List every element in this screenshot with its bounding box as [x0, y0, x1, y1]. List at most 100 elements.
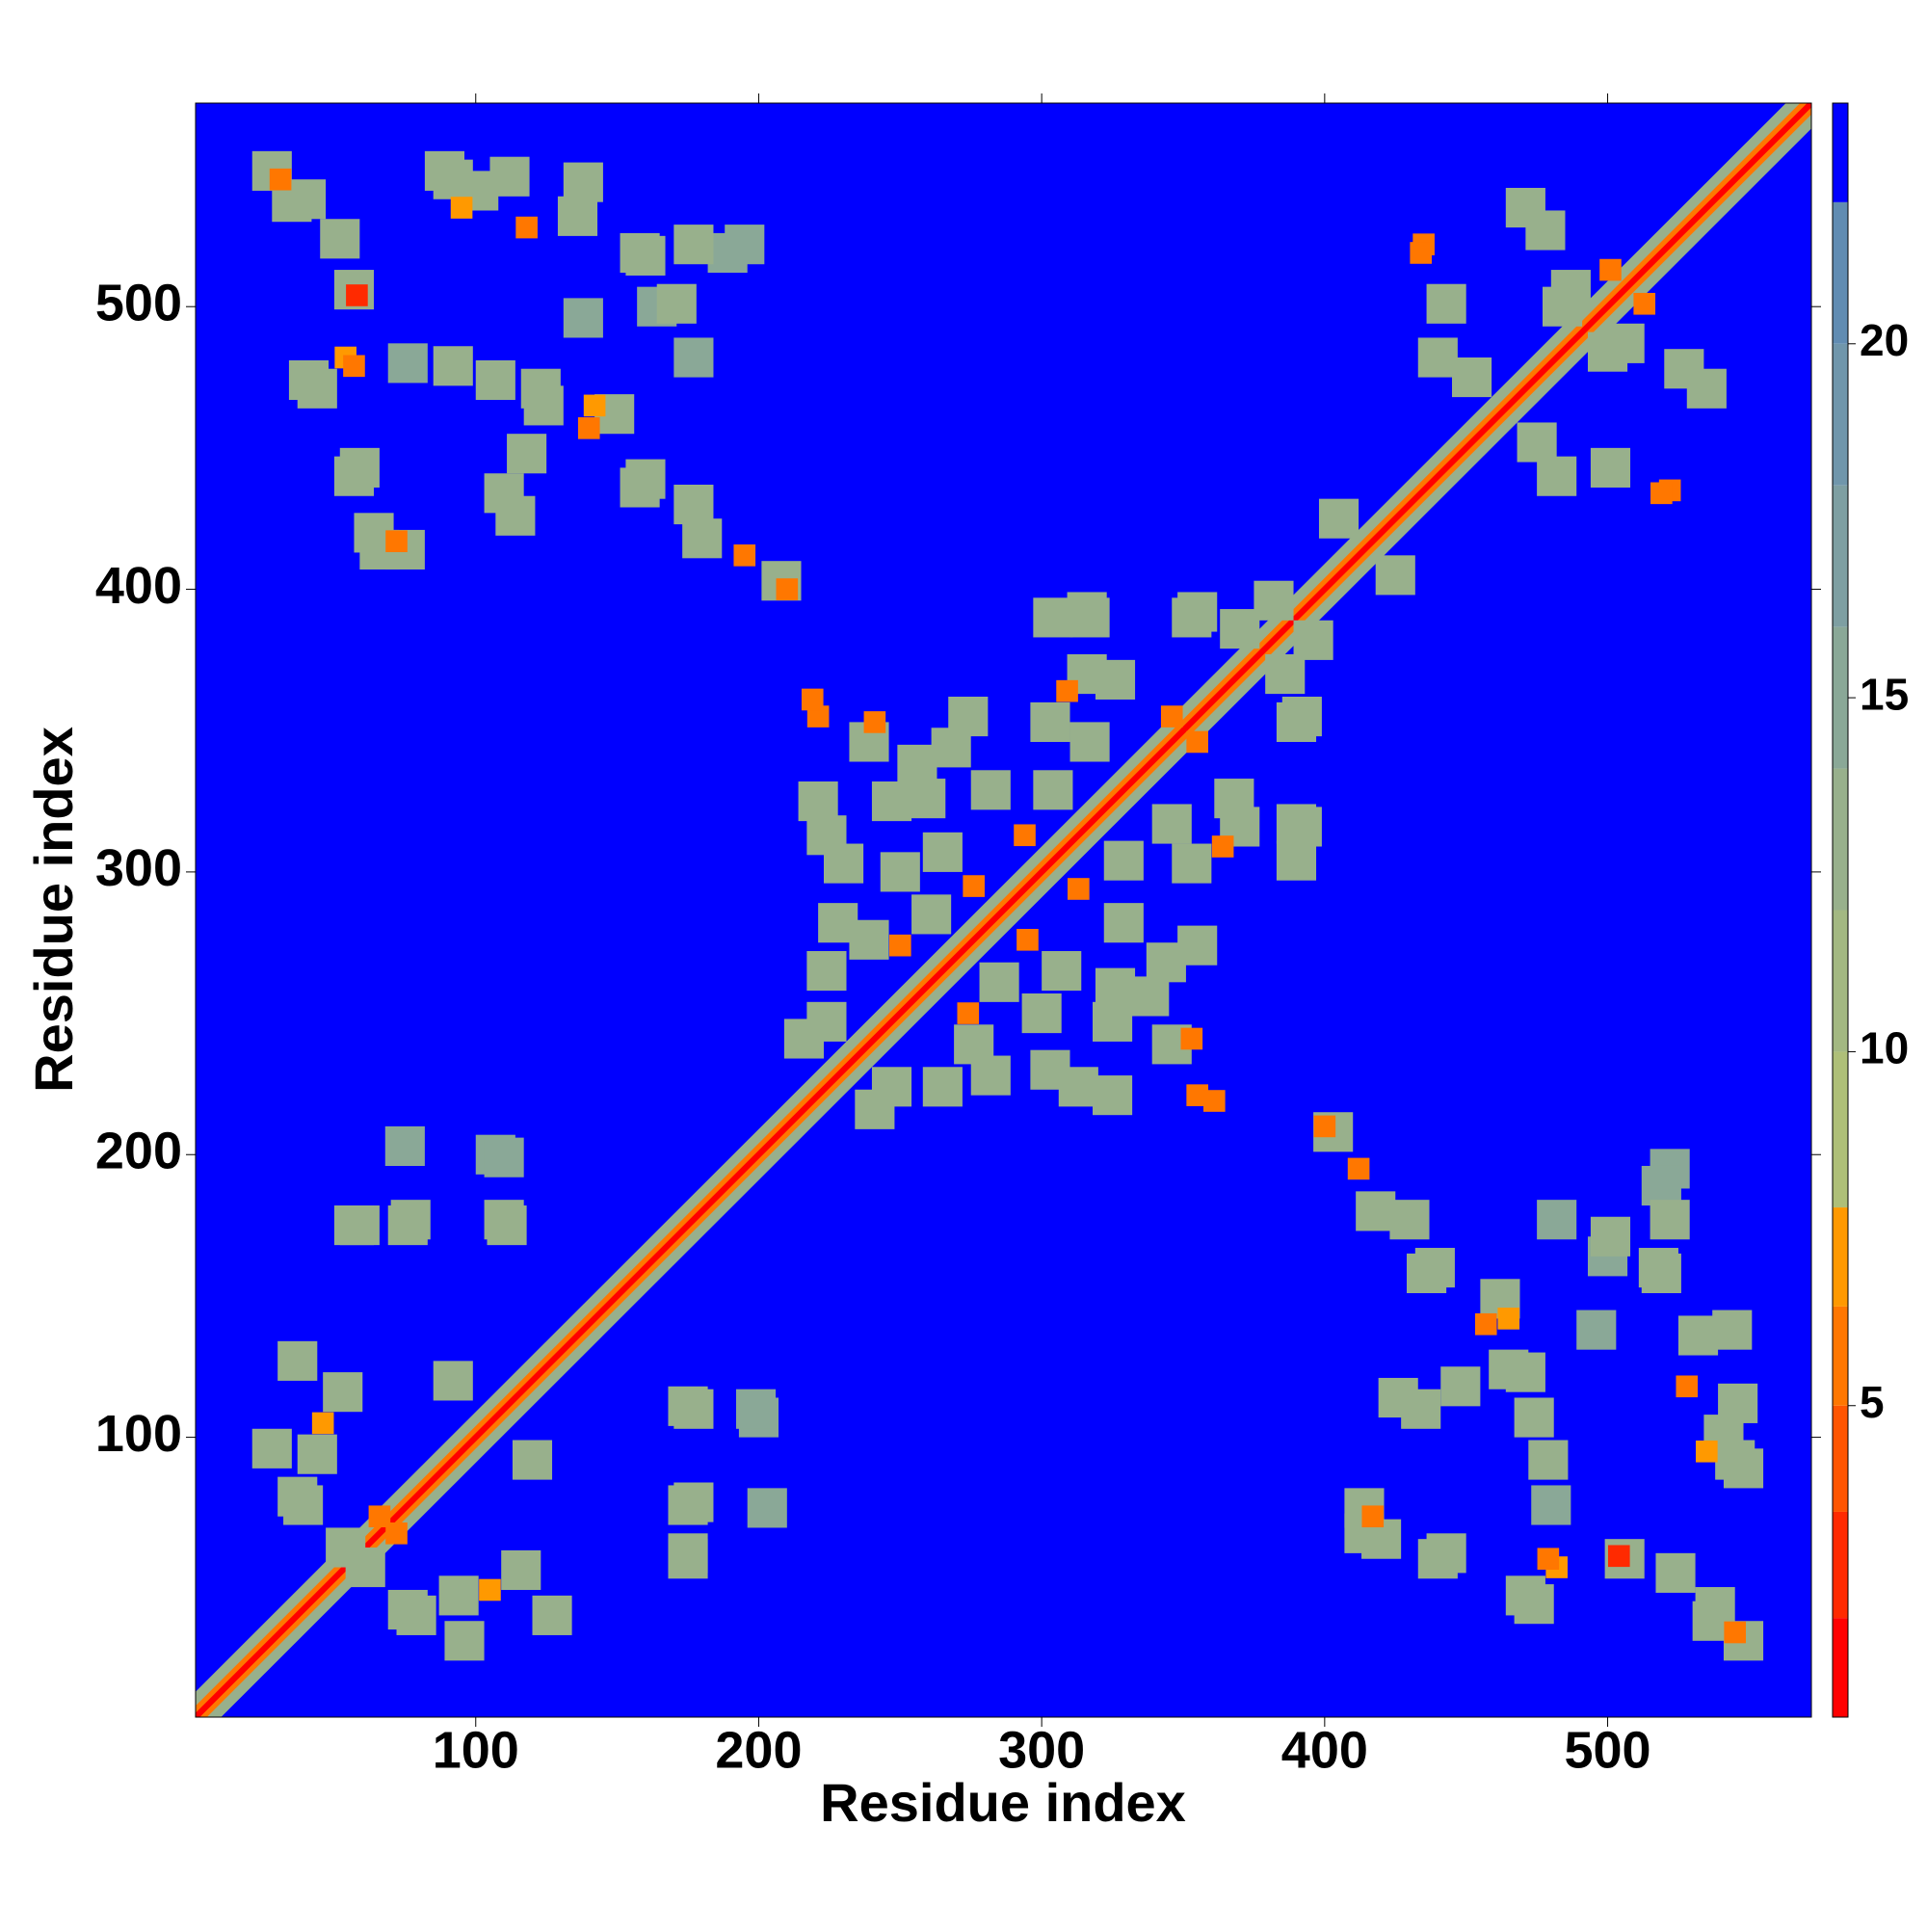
contact-cell — [1033, 597, 1073, 638]
contact-cell — [512, 1440, 553, 1480]
contact-cell — [806, 705, 830, 728]
contact-cell — [1067, 592, 1107, 632]
contact-cell — [1576, 1310, 1617, 1350]
contact-cell — [251, 1428, 292, 1469]
contact-cell — [1093, 1075, 1133, 1116]
contact-cell — [1254, 580, 1294, 621]
contact-cell — [1361, 1505, 1385, 1528]
contact-cell — [1151, 804, 1192, 844]
y-tick-label: 100 — [95, 1405, 182, 1463]
colorbar-tick-label: 15 — [1860, 669, 1909, 719]
contact-cell — [1160, 705, 1183, 728]
contact-cell — [897, 744, 937, 784]
contact-cell — [818, 903, 858, 943]
contact-cell — [1664, 349, 1704, 389]
contact-cell — [384, 1125, 425, 1167]
contact-cell — [1103, 840, 1144, 881]
contact-cell — [922, 1067, 963, 1107]
contact-cell — [433, 346, 473, 386]
contact-cell — [297, 368, 337, 409]
contact-cell — [1724, 1621, 1747, 1644]
contact-cell — [1016, 928, 1039, 951]
contact-cell — [1531, 1485, 1571, 1525]
contact-cell — [1347, 1157, 1370, 1180]
contact-cell — [1650, 1200, 1690, 1240]
contact-cell — [563, 298, 603, 338]
contact-cell — [487, 1205, 527, 1246]
contact-cell — [390, 1200, 431, 1240]
contact-cell — [801, 688, 824, 711]
contact-cell — [277, 1340, 318, 1381]
contact-cell — [479, 1578, 501, 1601]
heatmap-cells — [196, 103, 1811, 1717]
contact-cell — [922, 832, 963, 872]
contact-cell — [806, 815, 847, 856]
contact-cell — [1220, 609, 1260, 649]
contact-cell — [1599, 258, 1622, 281]
contact-cell — [880, 852, 920, 892]
contact-cell — [1452, 357, 1492, 398]
contact-cell — [673, 225, 714, 265]
contact-cell — [1313, 1115, 1336, 1138]
contact-cell — [1293, 620, 1333, 660]
contact-cell — [507, 434, 547, 474]
colorbar-segment — [1833, 343, 1848, 486]
contact-cell — [957, 1002, 980, 1024]
contact-cell — [385, 530, 408, 552]
x-tick-label: 400 — [1281, 1721, 1368, 1779]
contact-cell — [1202, 1090, 1226, 1112]
contact-cell — [1641, 1253, 1681, 1294]
contact-cell — [1537, 456, 1577, 496]
contact-cell — [339, 447, 380, 488]
contact-cell — [1537, 1200, 1577, 1240]
colorbar-frame — [1832, 102, 1849, 1718]
contact-cell — [1537, 1548, 1560, 1571]
contact-cell — [1517, 422, 1557, 463]
x-tick-label: 200 — [715, 1721, 802, 1779]
colorbar-segment — [1833, 485, 1848, 627]
contact-cell — [1633, 292, 1656, 315]
contact-cell — [438, 1575, 479, 1616]
contact-cell — [1607, 1545, 1630, 1568]
contact-cell — [1186, 1084, 1208, 1106]
contact-cell — [433, 1361, 473, 1401]
colorbar-segment — [1833, 1207, 1848, 1307]
contact-cell — [1550, 270, 1591, 310]
contact-cell — [1715, 1440, 1755, 1480]
contact-cell — [1650, 482, 1673, 505]
contact-cell — [1474, 1312, 1497, 1336]
x-tick-label: 300 — [998, 1721, 1085, 1779]
contact-cell — [1440, 1366, 1481, 1407]
contact-cell — [888, 934, 911, 957]
contact-cell — [520, 368, 561, 409]
contact-cell — [1676, 1375, 1699, 1398]
contact-cell — [484, 1137, 524, 1178]
contact-cell — [532, 1595, 572, 1635]
contact-cell — [1525, 210, 1566, 251]
colorbar-segment — [1833, 910, 1848, 1052]
colorbar-segment — [1833, 201, 1848, 344]
contact-cell — [1069, 722, 1110, 762]
colorbar-segment — [1833, 1051, 1848, 1208]
contact-cell — [1426, 1533, 1466, 1574]
colorbar-segment — [1833, 1306, 1848, 1406]
contact-cell — [1265, 653, 1306, 695]
colorbar-segment — [1833, 768, 1848, 911]
y-tick-label: 300 — [95, 839, 182, 897]
y-axis-label: Residue index — [23, 727, 84, 1093]
contact-cell — [1410, 242, 1433, 264]
contact-cell — [1276, 840, 1317, 881]
contact-cell — [1103, 903, 1144, 943]
contact-cell — [1407, 1253, 1447, 1294]
contact-cell — [970, 1055, 1011, 1096]
contact-cell — [1641, 1165, 1681, 1206]
x-tick-label: 500 — [1564, 1721, 1650, 1779]
contact-cell — [1417, 337, 1458, 378]
contact-cell — [583, 394, 606, 417]
contact-cell — [323, 1372, 363, 1413]
plot-frame — [195, 102, 1812, 1718]
contact-cell — [1505, 1575, 1545, 1616]
contact-cell — [668, 1386, 708, 1426]
contact-cell — [368, 1505, 391, 1528]
contact-cell — [656, 283, 697, 324]
